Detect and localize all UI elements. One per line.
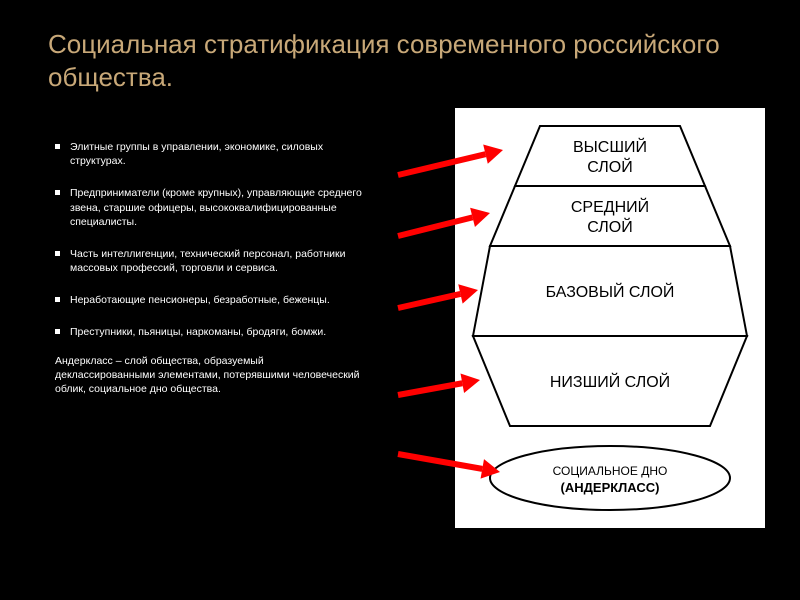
layer-label: ВЫСШИЙ [573, 137, 647, 156]
layer-label: СЛОЙ [587, 157, 632, 176]
bullet-text: Преступники, пьяницы, наркоманы, бродяги… [70, 325, 326, 339]
list-item: Элитные группы в управлении, экономике, … [55, 140, 365, 168]
layer-shape-0 [515, 126, 705, 186]
bullet-icon [55, 297, 60, 302]
footnote-text: Андеркласс – слой общества, образуемый д… [55, 354, 365, 397]
stratification-diagram: ВЫСШИЙСЛОЙСРЕДНИЙСЛОЙБАЗОВЫЙ СЛОЙНИЗШИЙ … [455, 108, 765, 528]
bullet-text: Часть интеллигенции, технический персона… [70, 247, 365, 275]
layer-label: СРЕДНИЙ [571, 197, 649, 216]
ellipse-label: СОЦИАЛЬНОЕ ДНО [553, 464, 668, 478]
bullet-text: Неработающие пенсионеры, безработные, бе… [70, 293, 330, 307]
page-title: Социальная стратификация современного ро… [48, 28, 752, 93]
bullet-icon [55, 144, 60, 149]
bullet-icon [55, 251, 60, 256]
list-item: Неработающие пенсионеры, безработные, бе… [55, 293, 365, 307]
ellipse-shape [490, 446, 730, 510]
layer-label: СЛОЙ [587, 217, 632, 236]
layer-label: БАЗОВЫЙ СЛОЙ [546, 282, 675, 301]
bullet-list: Элитные группы в управлении, экономике, … [55, 140, 365, 396]
list-item: Преступники, пьяницы, наркоманы, бродяги… [55, 325, 365, 339]
bullet-icon [55, 329, 60, 334]
bullet-text: Предприниматели (кроме крупных), управля… [70, 186, 365, 229]
ellipse-label: (АНДЕРКЛАСС) [561, 480, 660, 495]
list-item: Предприниматели (кроме крупных), управля… [55, 186, 365, 229]
layer-shape-1 [490, 186, 730, 246]
layer-label: НИЗШИЙ СЛОЙ [550, 372, 670, 391]
arrow-line [398, 294, 460, 308]
list-item: Часть интеллигенции, технический персона… [55, 247, 365, 275]
bullet-icon [55, 190, 60, 195]
bullet-text: Элитные группы в управлении, экономике, … [70, 140, 365, 168]
arrow-line [398, 383, 462, 395]
